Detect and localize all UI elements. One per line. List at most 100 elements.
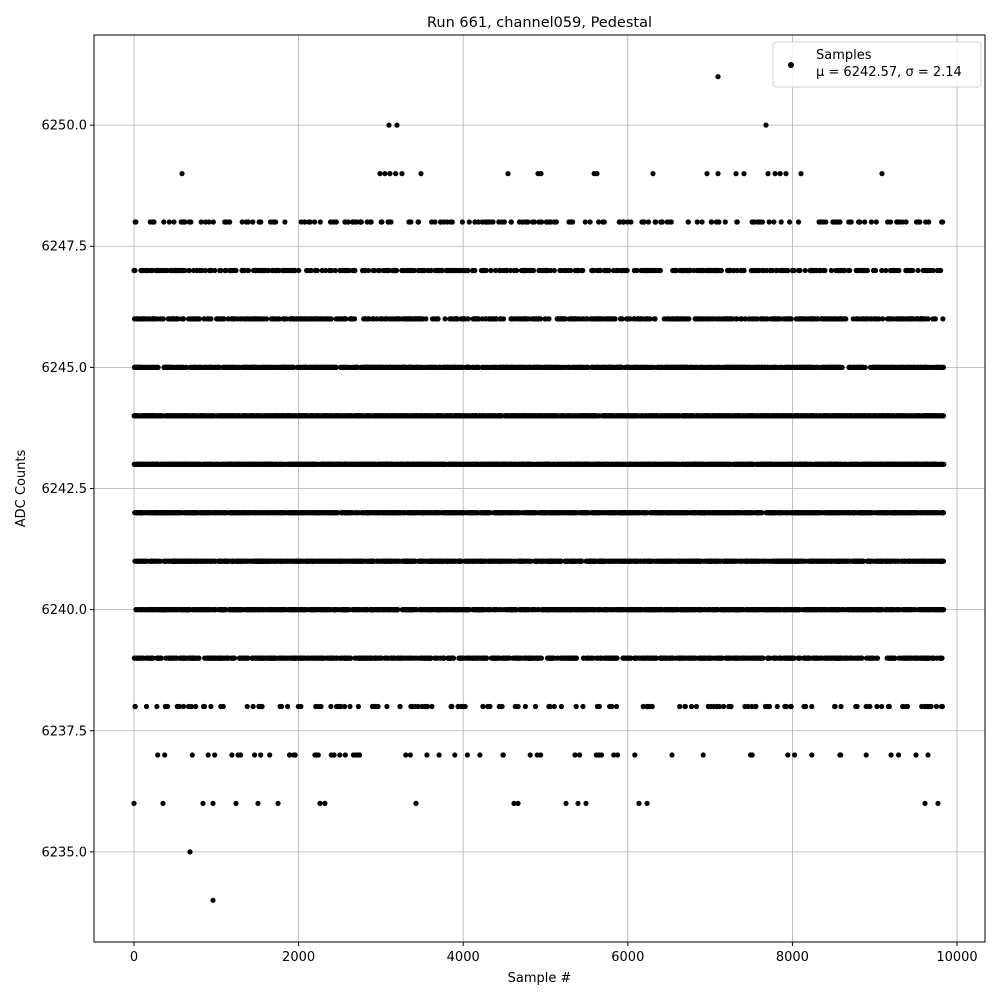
data-point [423, 607, 428, 612]
data-point [244, 559, 249, 564]
data-point [625, 607, 630, 612]
data-point [717, 656, 722, 661]
data-point [167, 656, 172, 661]
data-point [601, 510, 606, 515]
data-point [480, 704, 485, 709]
data-point [364, 656, 369, 661]
data-point [592, 559, 597, 564]
data-point [788, 510, 793, 515]
data-point [466, 559, 471, 564]
data-point [727, 607, 732, 612]
data-point [665, 510, 670, 515]
data-point [641, 656, 646, 661]
data-point [669, 752, 674, 757]
data-point [843, 510, 848, 515]
data-point [597, 704, 602, 709]
data-point [302, 607, 307, 612]
data-point [314, 510, 319, 515]
data-point [337, 559, 342, 564]
data-point [785, 752, 790, 757]
data-point [858, 607, 863, 612]
data-point [786, 656, 791, 661]
data-point [651, 510, 656, 515]
data-point [518, 510, 523, 515]
data-point [548, 559, 553, 564]
data-point [633, 559, 638, 564]
data-point [291, 752, 296, 757]
data-point [465, 752, 470, 757]
data-point [499, 607, 504, 612]
data-point [407, 607, 412, 612]
data-point [493, 607, 498, 612]
data-point [550, 510, 555, 515]
data-point [193, 559, 198, 564]
data-point [896, 559, 901, 564]
data-point [920, 559, 925, 564]
data-point [934, 704, 939, 709]
data-point [939, 704, 944, 709]
data-point [935, 559, 940, 564]
data-point [236, 752, 241, 757]
data-point [350, 607, 355, 612]
data-point [500, 752, 505, 757]
data-point [398, 704, 403, 709]
data-point [529, 656, 534, 661]
data-point [572, 752, 577, 757]
data-point [392, 559, 397, 564]
data-point [291, 607, 296, 612]
data-point [157, 656, 162, 661]
data-point [162, 607, 167, 612]
data-point [257, 704, 262, 709]
data-point [606, 656, 611, 661]
data-point [133, 656, 138, 661]
data-point [300, 559, 305, 564]
data-point [708, 704, 713, 709]
data-point [721, 559, 726, 564]
data-point [194, 607, 199, 612]
data-point [939, 656, 944, 661]
data-point [265, 510, 270, 515]
data-point [888, 559, 893, 564]
data-point [382, 559, 387, 564]
data-point [437, 607, 442, 612]
data-point [594, 510, 599, 515]
data-point [325, 559, 330, 564]
data-point [855, 704, 860, 709]
data-point [580, 704, 585, 709]
data-point [751, 559, 756, 564]
data-point [387, 559, 392, 564]
data-point [175, 704, 180, 709]
data-point [456, 559, 461, 564]
data-point [702, 510, 707, 515]
data-point [765, 704, 770, 709]
data-point [766, 510, 771, 515]
data-point [925, 656, 930, 661]
data-point [472, 559, 477, 564]
data-point [780, 559, 785, 564]
data-point [353, 656, 358, 661]
data-point [563, 656, 568, 661]
data-point [509, 607, 514, 612]
data-point [851, 510, 856, 515]
data-point [887, 704, 892, 709]
data-point [136, 607, 141, 612]
data-point [408, 752, 413, 757]
data-point [213, 559, 218, 564]
data-point [462, 607, 467, 612]
data-point [403, 752, 408, 757]
data-point [930, 607, 935, 612]
data-point [772, 656, 777, 661]
data-point [889, 752, 894, 757]
data-point [459, 510, 464, 515]
data-point [432, 656, 437, 661]
data-point [306, 559, 311, 564]
data-point [807, 656, 812, 661]
data-point [212, 752, 217, 757]
data-point [594, 752, 599, 757]
data-point [347, 704, 352, 709]
data-point [789, 704, 794, 709]
data-point [855, 656, 860, 661]
data-point [792, 559, 797, 564]
data-point [329, 510, 334, 515]
